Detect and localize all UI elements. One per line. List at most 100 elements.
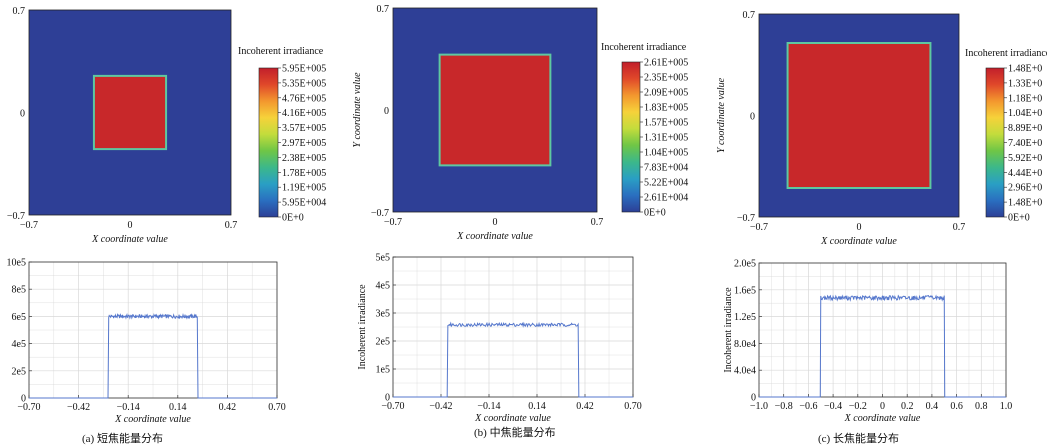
y-tick-label: 10e5 (7, 258, 26, 269)
colorbar-label: 2.61E+005 (644, 58, 688, 69)
x-tick-label: 0.14 (169, 402, 187, 413)
colorbar-label: 1.31E+005 (644, 133, 688, 144)
colorbar-label: 4.44E+0 (1008, 168, 1042, 179)
y-axis-label: Y coordinate value (352, 72, 363, 148)
colorbar-label: 5.92E+0 (1008, 153, 1042, 164)
x-tick-label: −0.2 (849, 401, 867, 412)
x-tick-label: 0.4 (926, 401, 939, 412)
y-tick-label: 8e5 (12, 285, 26, 296)
irradiance-square (92, 74, 168, 151)
x-tick-label: 0 (857, 222, 862, 233)
y-tick-label: 4e5 (12, 339, 26, 350)
y-tick-label: 0 (20, 109, 25, 120)
colorbar-label: 3.57E+005 (282, 123, 326, 134)
x-axis-label: X coordinate value (844, 413, 921, 424)
x-tick-label: −0.8 (775, 401, 793, 412)
y-tick-label: 0 (385, 393, 390, 404)
x-tick-label: 0.7 (953, 222, 966, 233)
y-tick-label: 0.7 (13, 6, 26, 17)
heatmap-panel-3: −0.7 0 0.7 0.7 0 −0.7 X coordinate value Y coor… (716, 10, 1047, 247)
y-tick-label: 0.7 (377, 4, 390, 15)
y-tick-label: 0.7 (743, 10, 756, 21)
colorbar-label: 7.83E+004 (644, 163, 688, 174)
colorbar-label: 0E+0 (1008, 213, 1030, 224)
irradiance-square (786, 42, 932, 189)
y-tick-label: 0 (751, 393, 756, 404)
x-tick-label: −1.0 (750, 401, 768, 412)
profile-panel-3: −1.0 −0.8 −0.6 −0.4 −0.2 0 0.2 0.4 0.6 0.8 1.0 0 4.0… (723, 259, 1012, 425)
y-tick-label: 6e5 (12, 312, 26, 323)
colorbar-label: 1.18E+0 (1008, 93, 1042, 104)
x-tick-label: 0.70 (268, 402, 286, 413)
y-tick-label: 0 (21, 394, 26, 405)
colorbar-label: 2.96E+0 (1008, 183, 1042, 194)
colorbar-label: 1.48E+0 (1008, 198, 1042, 209)
x-tick-label: 0.7 (591, 217, 604, 228)
colorbar-label: 0E+0 (644, 208, 666, 219)
x-tick-label: −0.70 (381, 401, 404, 412)
profile-panel-2: −0.70 −0.42 −0.14 0.14 0.42 0.70 0 1e5 2e5 3e5 4e5… (357, 253, 642, 425)
heatmap-panels: −0.7 0 0.7 0.7 0 −0.7 X coordinate value Incohe… (7, 4, 1047, 247)
colorbar-label: 5.22E+004 (644, 178, 688, 189)
colorbar-title: Incoherent irradiance (601, 42, 687, 53)
x-axis-label: X coordinate value (114, 414, 191, 425)
colorbar-label: 4.76E+005 (282, 93, 326, 104)
colorbar-label: 1.48E+0 (1008, 64, 1042, 75)
colorbar (621, 61, 641, 213)
x-tick-label: 0.7 (225, 220, 238, 231)
x-tick-label: 0 (880, 401, 885, 412)
y-axis-label: Incoherent irradiance (357, 284, 368, 370)
x-tick-label: 0.42 (576, 401, 594, 412)
colorbar-label: 5.95E+004 (282, 198, 326, 209)
heatmap-panel-1: −0.7 0 0.7 0.7 0 −0.7 X coordinate value Incohe… (7, 6, 326, 245)
x-tick-label: −0.42 (67, 402, 90, 413)
colorbar-label: 2.97E+005 (282, 138, 326, 149)
caption-c: (c) 长焦能量分布 (818, 433, 899, 445)
y-tick-label: 2e5 (12, 366, 26, 377)
irradiance-square (438, 53, 552, 167)
x-tick-label: −0.70 (17, 402, 40, 413)
x-axis-label: X coordinate value (820, 236, 897, 247)
x-tick-label: −0.14 (117, 402, 140, 413)
colorbar-title: Incoherent irradiance (238, 46, 324, 57)
colorbar-label: 1.57E+005 (644, 118, 688, 129)
colorbar-label: 0E+0 (282, 213, 304, 224)
x-tick-label: −0.7 (20, 220, 38, 231)
heatmap-panel-2: −0.7 0 0.7 0.7 0 −0.7 X coordinate value Y coor… (352, 4, 688, 242)
y-tick-label: 1e5 (376, 365, 390, 376)
y-axis-label: Incoherent irradiance (723, 287, 734, 373)
x-tick-label: 0.6 (950, 401, 963, 412)
x-tick-label: −0.6 (799, 401, 817, 412)
y-tick-label: 0 (384, 106, 389, 117)
y-tick-label: 4.0e4 (734, 366, 756, 377)
colorbar-label: 1.33E+0 (1008, 78, 1042, 89)
y-tick-label: 2.0e5 (734, 259, 756, 270)
profile-line (29, 312, 277, 399)
y-tick-label: 4e5 (376, 281, 390, 292)
colorbar-label: 2.09E+005 (644, 88, 688, 99)
x-tick-label: −0.4 (824, 401, 842, 412)
colorbar-title: Incoherent irradiance (965, 48, 1047, 59)
profile-panels: −0.70 −0.42 −0.14 0.14 0.42 0.70 0 2e5 4e5 6e5 8e5… (7, 253, 1013, 426)
y-axis-label: Y coordinate value (716, 77, 727, 153)
x-axis-label: X coordinate value (456, 231, 533, 242)
colorbar-label: 1.04E+0 (1008, 108, 1042, 119)
profile-line (759, 294, 1006, 398)
x-tick-label: 0 (128, 220, 133, 231)
colorbar-label: 2.35E+005 (644, 73, 688, 84)
colorbar-label: 1.19E+005 (282, 183, 326, 194)
plot-frame (392, 256, 634, 398)
colorbar-label: 1.78E+005 (282, 168, 326, 179)
y-tick-label: 1.6e5 (734, 285, 756, 296)
x-tick-label: −0.7 (384, 217, 402, 228)
y-tick-label: 3e5 (376, 309, 390, 320)
x-tick-label: −0.7 (750, 222, 768, 233)
plot-frame (28, 261, 278, 399)
colorbar-label: 2.61E+004 (644, 193, 688, 204)
x-tick-label: 0.70 (624, 401, 642, 412)
y-tick-label: 1.2e5 (734, 312, 756, 323)
x-tick-label: 0.14 (528, 401, 546, 412)
x-axis-label: X coordinate value (474, 413, 551, 424)
y-tick-label: −0.7 (737, 213, 755, 224)
